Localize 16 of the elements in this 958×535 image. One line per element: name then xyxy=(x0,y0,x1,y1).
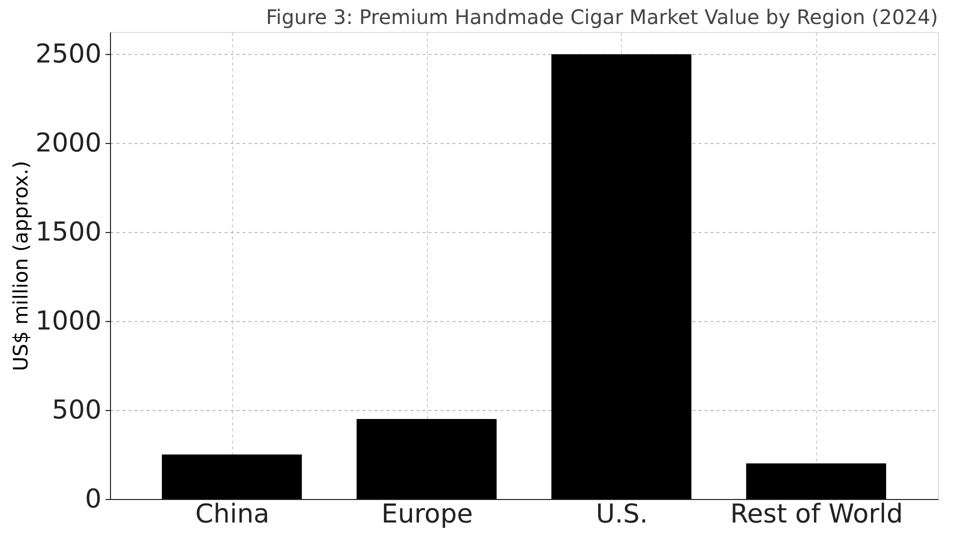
chart-title: Figure 3: Premium Handmade Cigar Market Value by Region (2024) xyxy=(266,5,938,29)
x-tick-label: Rest of World xyxy=(730,500,904,530)
y-tick-label: 2500 xyxy=(35,40,102,70)
y-tick-label: 0 xyxy=(84,484,102,514)
bar xyxy=(746,463,886,499)
bar xyxy=(551,54,692,499)
y-axis-title: US$ million (approx.) xyxy=(8,160,32,372)
x-tick-label: Europe xyxy=(381,500,473,530)
x-tick-label: China xyxy=(195,500,270,530)
y-tick-label: 1000 xyxy=(35,306,102,337)
bar xyxy=(356,418,497,499)
x-tick-label: U.S. xyxy=(596,500,648,530)
y-tick-label: 1500 xyxy=(35,218,102,248)
bar xyxy=(162,454,302,499)
y-tick-label: 2000 xyxy=(35,128,102,159)
y-tick-label: 500 xyxy=(52,396,102,426)
